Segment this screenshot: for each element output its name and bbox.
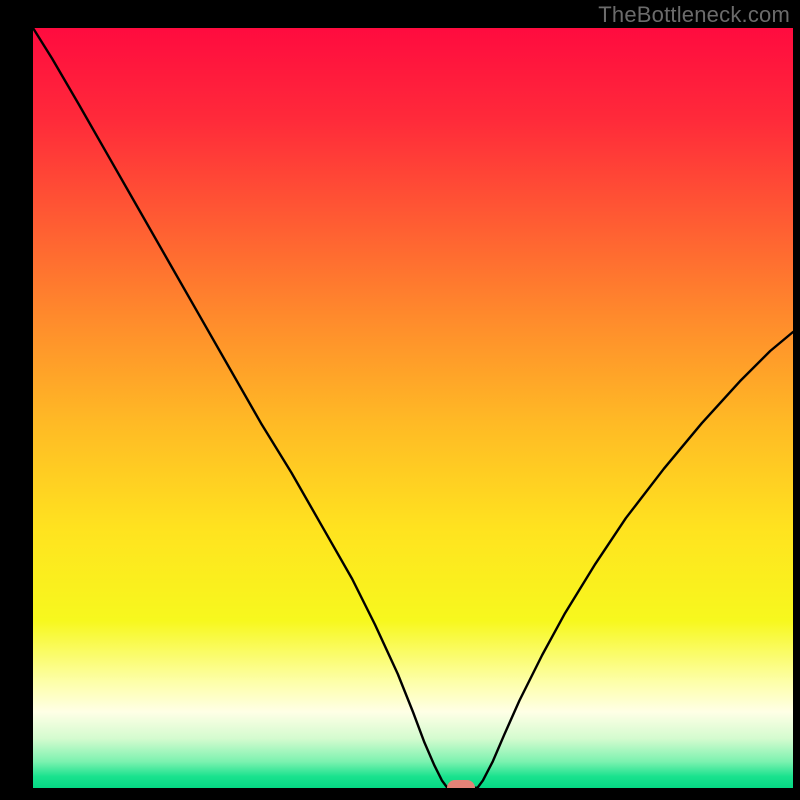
plot-area bbox=[33, 28, 793, 788]
chart-frame: TheBottleneck.com bbox=[0, 0, 800, 800]
min-marker bbox=[447, 780, 475, 788]
curve-svg bbox=[33, 28, 793, 788]
bottleneck-curve bbox=[33, 28, 793, 788]
watermark-text: TheBottleneck.com bbox=[598, 2, 790, 28]
